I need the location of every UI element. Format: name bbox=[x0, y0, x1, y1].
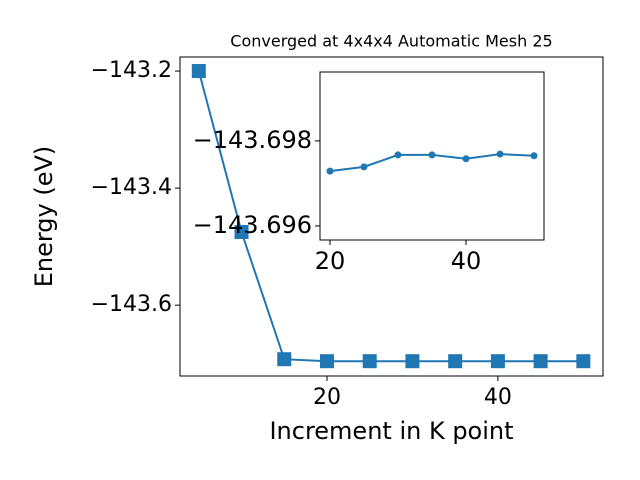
y-tick-label: −143.6 bbox=[91, 292, 172, 317]
x-tick-label: 20 bbox=[315, 247, 346, 275]
marker bbox=[394, 151, 402, 159]
x-axis-label: Increment in K point bbox=[269, 417, 513, 445]
marker bbox=[530, 152, 538, 160]
marker bbox=[326, 167, 334, 175]
y-tick-label: −143.2 bbox=[91, 58, 172, 83]
marker bbox=[191, 64, 206, 79]
marker bbox=[360, 163, 368, 171]
marker bbox=[448, 354, 463, 369]
axes-frame bbox=[179, 56, 604, 377]
chart-title: Converged at 4x4x4 Automatic Mesh 25 bbox=[230, 32, 552, 51]
x-tick-label: 20 bbox=[313, 385, 341, 410]
marker bbox=[319, 354, 334, 369]
marker bbox=[533, 354, 548, 369]
marker bbox=[277, 352, 292, 367]
x-tick-label: 40 bbox=[484, 385, 512, 410]
marker bbox=[362, 354, 377, 369]
marker bbox=[428, 151, 436, 159]
axes-frame bbox=[319, 71, 545, 241]
marker bbox=[496, 150, 504, 158]
x-tick-label: 40 bbox=[451, 247, 482, 275]
marker bbox=[462, 155, 470, 163]
y-tick-label: −143.4 bbox=[91, 175, 172, 200]
marker bbox=[490, 354, 505, 369]
marker bbox=[576, 354, 591, 369]
marker bbox=[405, 354, 420, 369]
y-tick-label: −143.696 bbox=[193, 211, 312, 239]
series-line bbox=[197, 70, 584, 363]
y-tick-label: −143.698 bbox=[193, 126, 312, 154]
marker bbox=[234, 225, 249, 240]
y-axis-label: Energy (eV) bbox=[30, 146, 58, 288]
